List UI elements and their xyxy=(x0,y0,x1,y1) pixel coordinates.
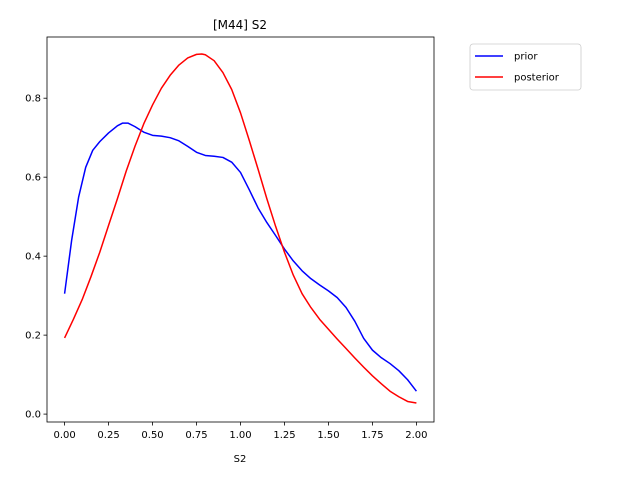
chart-title: [M44] S2 xyxy=(213,18,267,32)
series-line-prior xyxy=(63,122,418,392)
x-tick-label: 1.00 xyxy=(229,430,251,441)
legend-label-prior: prior xyxy=(514,52,538,63)
x-axis-label: S2 xyxy=(234,454,247,465)
x-tick-label: 1.25 xyxy=(273,430,295,441)
y-axis: 0.0 0.2 0.4 0.6 0.8 xyxy=(25,94,47,421)
x-tick-label: 1.50 xyxy=(317,430,339,441)
y-tick-label: 0.0 xyxy=(25,410,41,421)
y-tick-label: 0.6 xyxy=(25,173,41,184)
series-line-posterior xyxy=(63,53,417,404)
y-tick-label: 0.2 xyxy=(25,331,41,342)
x-tick-label: 0.00 xyxy=(53,430,75,441)
x-axis: 0.00 0.25 0.50 0.75 1.00 1.25 1.50 1.75 2.00 xyxy=(53,422,428,441)
y-tick-label: 0.8 xyxy=(25,94,41,105)
x-tick-label: 0.75 xyxy=(185,430,207,441)
plot-area xyxy=(63,53,418,404)
x-tick-label: 0.25 xyxy=(97,430,119,441)
x-tick-label: 0.50 xyxy=(141,430,163,441)
x-tick-label: 2.00 xyxy=(405,430,427,441)
legend-label-posterior: posterior xyxy=(514,73,560,84)
legend: prior posterior xyxy=(469,43,582,91)
y-tick-label: 0.4 xyxy=(25,252,41,263)
axes-frame xyxy=(46,36,435,423)
x-tick-label: 1.75 xyxy=(361,430,383,441)
